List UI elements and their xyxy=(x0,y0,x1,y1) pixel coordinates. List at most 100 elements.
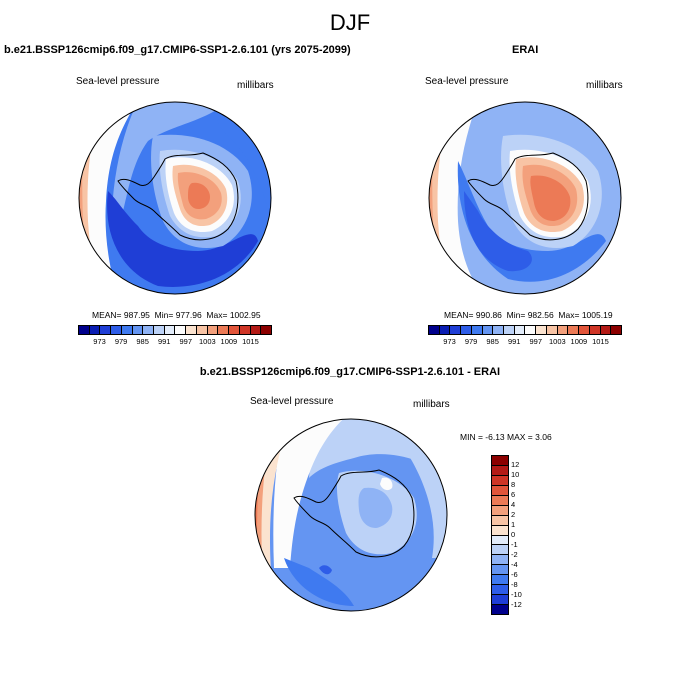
obs-colorbar-swatch xyxy=(610,326,621,334)
diff-colorbar-swatch xyxy=(492,456,508,465)
model-colorbar-swatch xyxy=(238,326,250,334)
diff-colorbar-tick-label: -1 xyxy=(511,540,518,549)
model-colorbar-swatch xyxy=(153,326,164,334)
diff-colorbar-tick-label: -6 xyxy=(511,570,518,579)
obs-stats: MEAN= 990.86 Min= 982.56 Max= 1005.19 xyxy=(444,310,613,320)
obs-colorbar-tick-label: 1003 xyxy=(548,337,566,346)
obs-colorbar-swatch xyxy=(513,326,525,334)
diff-colorbar-swatch xyxy=(492,474,508,485)
obs-colorbar-swatch xyxy=(470,326,482,334)
obs-units-label: millibars xyxy=(586,80,623,91)
obs-colorbar-swatch xyxy=(588,326,600,334)
diff-colorbar-swatch xyxy=(492,534,508,545)
diff-colorbar-swatch xyxy=(492,524,508,535)
obs-colorbar-swatch xyxy=(438,326,450,334)
model-colorbar-swatch xyxy=(79,326,89,334)
model-colorbar-swatch xyxy=(185,326,196,334)
model-units-label: millibars xyxy=(237,80,274,91)
obs-min-value: 982.56 xyxy=(527,310,554,320)
obs-colorbar-tick-label: 1009 xyxy=(570,337,588,346)
model-colorbar-tick-label: 991 xyxy=(157,337,171,346)
diff-colorbar-tick-label: -10 xyxy=(511,590,522,599)
diff-colorbar-swatch xyxy=(492,564,508,575)
model-colorbar-tick-label: 1015 xyxy=(242,337,259,346)
obs-map xyxy=(428,101,622,295)
obs-colorbar-swatch xyxy=(492,326,504,334)
obs-colorbar-tick-label: 979 xyxy=(464,337,478,346)
diff-colorbar-swatch xyxy=(492,484,508,495)
obs-colorbar-swatch xyxy=(567,326,579,334)
model-colorbar-labels: 973 979 985 991 997 1003 1009 1015 xyxy=(78,337,272,349)
diff-colorbar-tick-label: 0 xyxy=(511,530,516,539)
model-colorbar-tick-label: 979 xyxy=(114,337,128,346)
model-colorbar-tick-label: 997 xyxy=(179,337,193,346)
diff-colorbar-tick-label: -2 xyxy=(511,550,518,559)
model-max-value: 1002.95 xyxy=(229,310,261,320)
model-stats: MEAN= 987.95 Min= 977.96 Max= 1002.95 xyxy=(92,310,261,320)
obs-colorbar xyxy=(428,325,622,335)
diff-colorbar-swatch xyxy=(492,494,508,505)
diff-colorbar xyxy=(491,455,509,615)
obs-colorbar-swatch xyxy=(460,326,471,334)
diff-map xyxy=(254,418,448,612)
diff-colorbar-swatch xyxy=(492,464,508,475)
diff-colorbar-tick-label: -4 xyxy=(511,560,518,569)
model-colorbar-tick-label: 1003 xyxy=(198,337,216,346)
model-colorbar-swatch xyxy=(131,326,143,334)
obs-max-value: 1005.19 xyxy=(581,310,613,320)
diff-colorbar-swatch xyxy=(492,544,508,555)
diff-colorbar-tick-label: 2 xyxy=(511,510,516,519)
model-min-label: Min= xyxy=(154,310,174,320)
obs-colorbar-labels: 973 979 985 991 997 1003 1009 1015 xyxy=(428,337,622,349)
model-colorbar-swatch xyxy=(142,326,154,334)
model-colorbar-swatch xyxy=(195,326,207,334)
figure-title: DJF xyxy=(329,10,371,35)
model-colorbar-swatch xyxy=(260,326,271,334)
diff-colorbar-tick-label: 10 xyxy=(511,470,520,479)
diff-colorbar-swatch xyxy=(492,584,508,595)
model-colorbar-tick-label: 985 xyxy=(136,337,149,346)
obs-colorbar-tick-label: 973 xyxy=(443,337,456,346)
obs-mean-value: 990.86 xyxy=(475,310,502,320)
obs-max-label: Max= xyxy=(558,310,580,320)
diff-colorbar-tick-label: 1 xyxy=(511,520,516,529)
diff-colorbar-tick-label: -8 xyxy=(511,580,518,589)
obs-panel-title: ERAI xyxy=(512,44,539,56)
obs-colorbar-tick-label: 985 xyxy=(486,337,499,346)
obs-min-label: Min= xyxy=(506,310,526,320)
model-colorbar-swatch xyxy=(217,326,229,334)
diff-stats: MIN = -6.13 MAX = 3.06 xyxy=(460,432,552,442)
diff-units-label: millibars xyxy=(413,399,450,410)
obs-colorbar-swatch xyxy=(535,326,546,334)
model-colorbar-swatch xyxy=(228,326,239,334)
diff-max-label: MAX = xyxy=(507,432,533,442)
model-colorbar-swatch xyxy=(120,326,132,334)
diff-min-value: -6.13 xyxy=(485,432,505,442)
obs-colorbar-tick-label: 991 xyxy=(507,337,521,346)
model-map xyxy=(78,101,272,295)
diff-colorbar-tick-label: 6 xyxy=(511,490,516,499)
diff-colorbar-swatch xyxy=(492,554,508,565)
obs-colorbar-swatch xyxy=(503,326,514,334)
diff-max-value: 3.06 xyxy=(535,432,552,442)
obs-colorbar-swatch xyxy=(449,326,461,334)
model-panel-title: b.e21.BSSP126cmip6.f09_g17.CMIP6-SSP1-2.… xyxy=(4,44,351,56)
diff-colorbar-labels: 12 10 8 6 4 2 1 0 -1 -2 -4 -6 -8 -10 -12 xyxy=(511,455,541,615)
model-colorbar-swatch xyxy=(174,326,186,334)
diff-colorbar-tick-label: 12 xyxy=(511,460,520,469)
model-colorbar xyxy=(78,325,272,335)
diff-colorbar-tick-label: -12 xyxy=(511,600,522,609)
diff-colorbar-swatch xyxy=(492,514,508,525)
obs-colorbar-swatch xyxy=(578,326,589,334)
obs-mean-label: MEAN= xyxy=(444,310,474,320)
obs-colorbar-swatch xyxy=(599,326,611,334)
model-max-label: Max= xyxy=(206,310,228,320)
model-colorbar-swatch xyxy=(88,326,100,334)
model-mean-value: 987.95 xyxy=(123,310,150,320)
diff-colorbar-swatch xyxy=(492,574,508,585)
model-mean-label: MEAN= xyxy=(92,310,122,320)
obs-colorbar-tick-label: 1015 xyxy=(592,337,609,346)
obs-colorbar-swatch xyxy=(429,326,439,334)
model-colorbar-tick-label: 973 xyxy=(93,337,106,346)
obs-colorbar-swatch xyxy=(556,326,568,334)
